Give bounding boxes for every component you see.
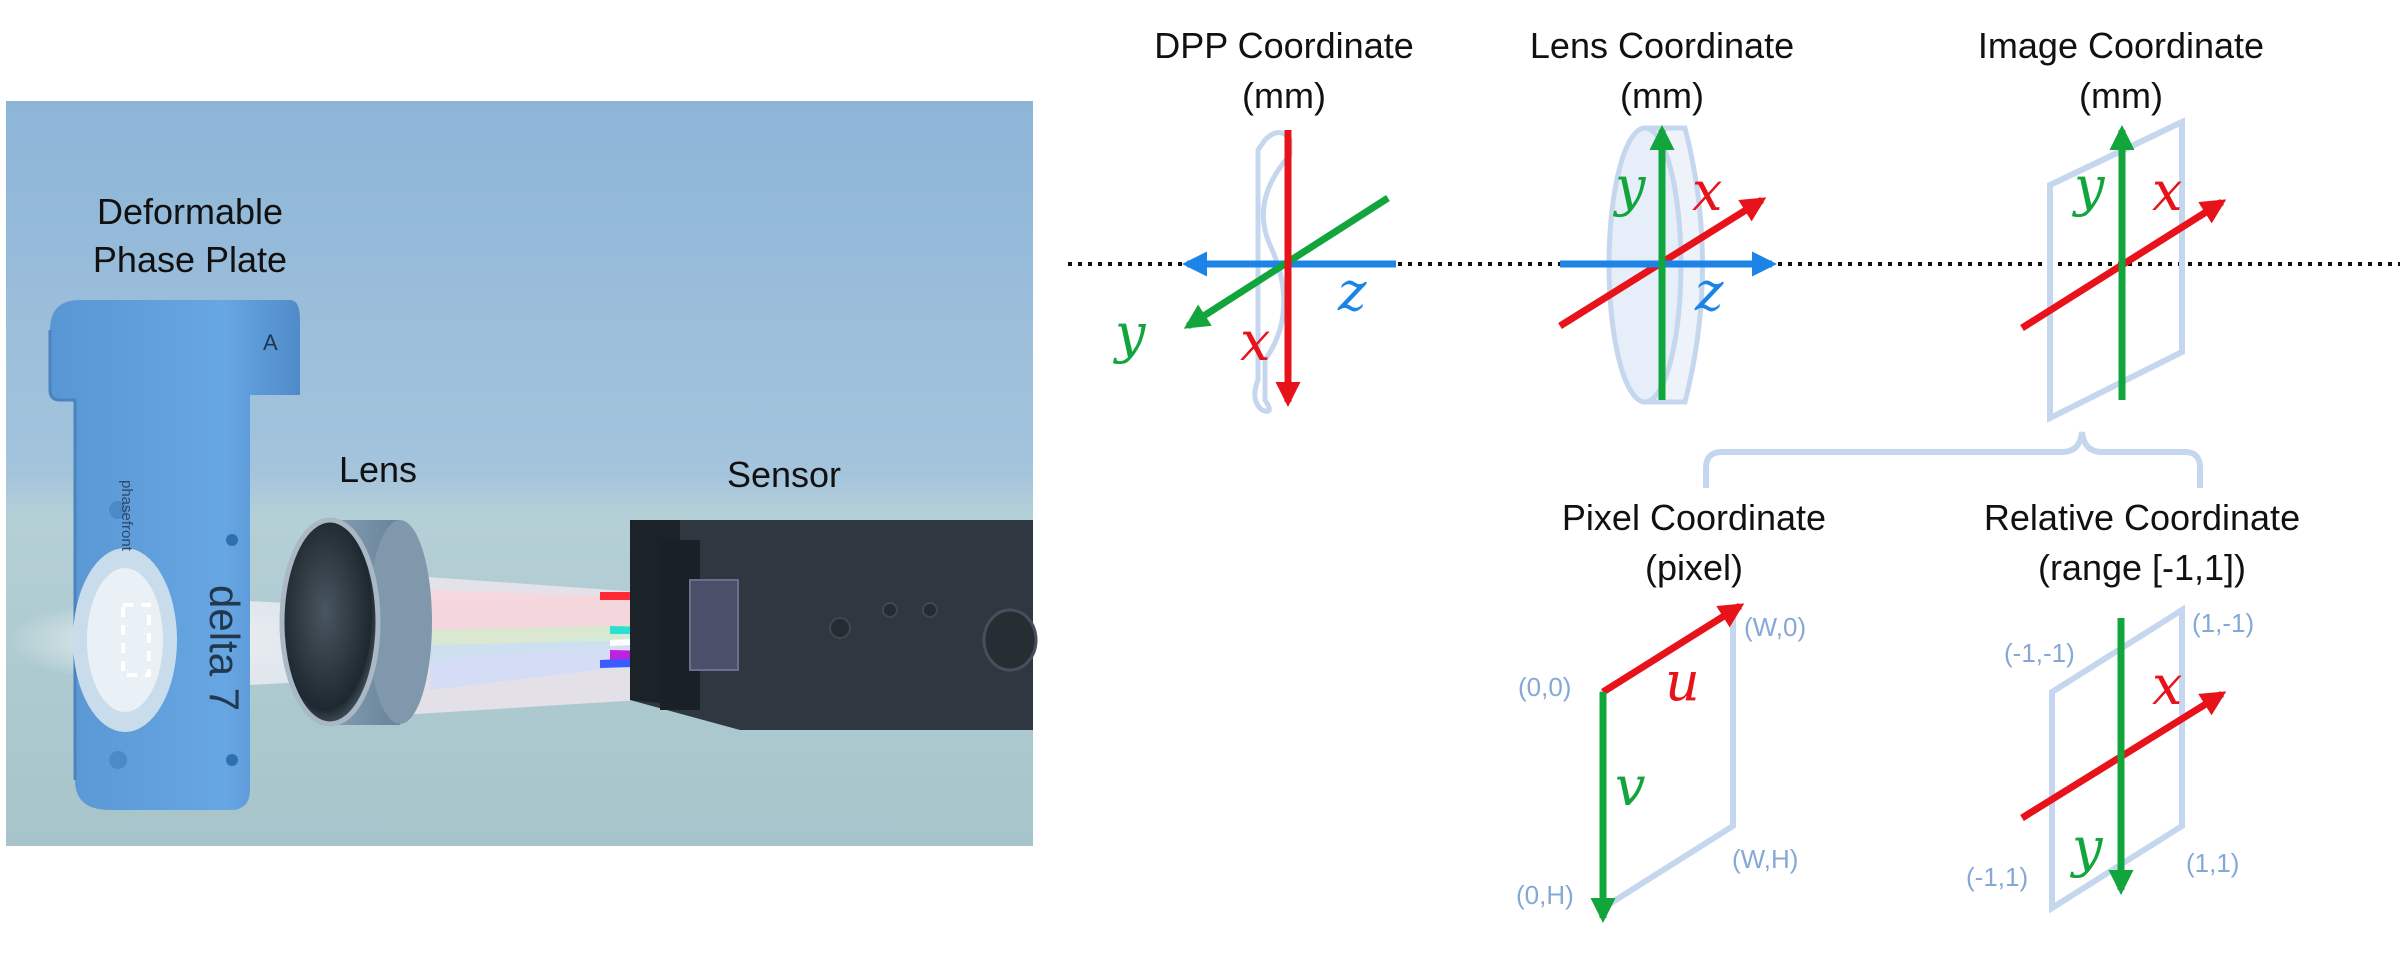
sensor-chip xyxy=(689,579,739,671)
lens-axis-z-label: z xyxy=(1694,260,1724,323)
relative-plane-outline xyxy=(2049,604,2185,914)
image-axis-y-label: y xyxy=(2072,155,2106,218)
dpp-coordinate-panel: DPP Coordinate (mm) z y x xyxy=(1113,25,1414,414)
dpp-label-line2: Phase Plate xyxy=(93,239,287,280)
relative-corner-bl: (-1,1) xyxy=(1966,862,2028,892)
lens-glass xyxy=(282,520,378,724)
pixel-coordinate-unit: (pixel) xyxy=(1645,547,1743,588)
pixel-axis-u-label: u xyxy=(1665,650,1700,713)
pixel-axis-u-arrow xyxy=(1601,603,1745,695)
pixel-coordinate-panel: Pixel Coordinate (pixel) u v (0,0) (W,0)… xyxy=(1516,497,1826,924)
relative-corner-tr: (1,-1) xyxy=(2192,608,2254,638)
dpp-brand-text: phasefront xyxy=(118,480,135,552)
dpp-label-line1: Deformable xyxy=(97,191,283,232)
dpp-axis-z-label: z xyxy=(1337,260,1367,323)
lens-axis-y-label: y xyxy=(1613,155,1647,218)
relative-axis-x-label: x xyxy=(2152,654,2182,717)
pixel-corner-bl: (0,H) xyxy=(1516,880,1574,910)
image-coordinate-title: Image Coordinate xyxy=(1978,25,2264,66)
relative-coordinate-unit: (range [-1,1]) xyxy=(2038,547,2246,588)
pixel-coordinate-title: Pixel Coordinate xyxy=(1562,497,1826,538)
sensor-label: Sensor xyxy=(727,454,841,495)
image-coordinate-panel: Image Coordinate (mm) y x xyxy=(1978,25,2264,423)
sensor-object: Sensor xyxy=(630,454,1038,730)
dpp-axis-y-label: y xyxy=(1113,302,1147,365)
pixel-corner-tr: (W,0) xyxy=(1744,612,1806,642)
optical-setup-scene: A phasefront delta 7 Deformable Phase Pl… xyxy=(6,101,1038,846)
image-plane-outline xyxy=(2047,117,2185,423)
relative-corner-br: (1,1) xyxy=(2186,848,2239,878)
pixel-corner-tl: (0,0) xyxy=(1518,672,1571,702)
lens-coordinate-unit: (mm) xyxy=(1620,75,1704,116)
lens-object: Lens xyxy=(279,449,432,727)
lens-coordinate-title: Lens Coordinate xyxy=(1530,25,1794,66)
dpp-coordinate-title: DPP Coordinate xyxy=(1154,25,1414,66)
pixel-corner-br: (W,H) xyxy=(1732,844,1798,874)
lens-axis-x-label: x xyxy=(1692,160,1722,223)
image-axis-x-label: x xyxy=(2152,160,2182,223)
dpp-axis-x-label: x xyxy=(1240,310,1270,373)
relative-coordinate-title: Relative Coordinate xyxy=(1984,497,2300,538)
pixel-axis-v-label: v xyxy=(1615,755,1646,818)
deformable-phase-plate: A phasefront delta 7 Deformable Phase Pl… xyxy=(48,191,300,810)
dpp-aperture-marker xyxy=(121,603,151,677)
relative-corner-tl: (-1,-1) xyxy=(2004,638,2075,668)
dpp-mark-text: A xyxy=(263,330,278,355)
relative-axis-y-label: y xyxy=(2070,816,2104,879)
image-coordinate-unit: (mm) xyxy=(2079,75,2163,116)
dpp-coordinate-unit: (mm) xyxy=(1242,75,1326,116)
dpp-model-text: delta 7 xyxy=(201,585,248,711)
relative-coordinate-panel: Relative Coordinate (range [-1,1]) x y (… xyxy=(1966,497,2300,914)
image-to-sub-coords-brace xyxy=(1703,431,2203,488)
lens-label: Lens xyxy=(339,449,417,490)
lens-coordinate-panel: Lens Coordinate (mm) y x z xyxy=(1530,25,1794,405)
